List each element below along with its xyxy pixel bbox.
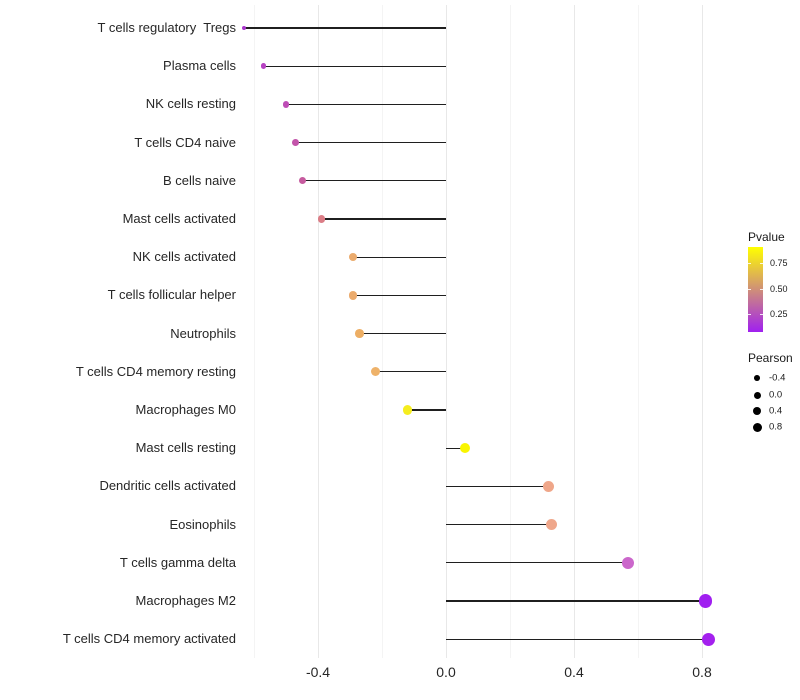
pearson-legend-dot [752,422,762,432]
pearson-legend-label: -0.4 [769,372,786,384]
lollipop-stem [353,256,446,258]
y-axis-label: Mast cells resting [135,440,236,456]
y-axis-label: NK cells activated [132,249,236,265]
gridline-minor [254,5,255,658]
lollipop-stem [375,371,446,373]
pearson-legend-dot [753,391,761,399]
lollipop-stem [446,600,706,602]
y-axis-label: T cells CD4 naive [134,134,236,150]
lollipop-dot [282,101,290,108]
pvalue-tick-label: 0.50 [770,284,788,294]
lollipop-dot [292,139,299,146]
x-axis-tick-label: 0.4 [564,664,584,680]
pvalue-tick-mark [760,289,763,290]
y-axis-label: T cells regulatory Tregs [97,20,236,35]
y-axis-label: Macrophages M2 [135,593,236,608]
lollipop-dot [542,480,555,493]
lollipop-stem [244,27,446,29]
lollipop-stem [359,332,446,335]
gridline-minor [382,5,383,658]
x-axis-tick-label: -0.4 [305,664,331,680]
x-axis-tick-label: 0.0 [436,664,456,680]
y-axis-label: Eosinophils [169,516,237,532]
lollipop-dot [242,26,247,30]
gridline-major [318,5,319,658]
lollipop-dot [402,405,413,415]
pvalue-tick-label: 0.25 [770,309,788,319]
y-axis-label: T cells gamma delta [119,554,236,570]
y-axis-label: B cells naive [163,172,236,188]
y-axis-label: Plasma cells [163,58,236,74]
lollipop-stem [446,485,549,488]
pvalue-colorbar [748,247,763,332]
pearson-legend-label: 0.4 [769,405,783,417]
lollipop-stem [446,447,466,449]
lollipop-stem [407,409,446,411]
lollipop-dot [317,215,325,223]
x-axis-tick-label: 0.8 [692,664,712,680]
lollipop-dot [545,518,558,531]
y-axis-label: T cells follicular helper [107,287,236,303]
lollipop-dot [355,329,364,338]
pvalue-tick-mark [760,314,763,315]
pvalue-tick-mark [760,263,763,264]
lollipop-dot [622,556,635,569]
pvalue-tick-mark [748,314,751,315]
lollipop-stem [446,638,709,640]
gridline-major [574,5,575,658]
y-axis-label: Mast cells activated [122,211,236,226]
lollipop-dot [298,177,306,185]
lollipop-dot [260,63,267,69]
y-axis-label: Macrophages M0 [135,402,236,417]
gridline-minor [638,5,639,658]
gridline-major [446,5,447,658]
pearson-legend-dot [754,375,760,381]
lollipop-dot [460,443,471,454]
lollipop-stem [446,523,552,526]
gridline-minor [510,5,511,658]
gridline-major [702,5,703,658]
y-axis-label: Neutrophils [170,325,236,341]
lollipop-stem [353,294,446,297]
lollipop-stem [302,180,446,182]
y-axis-label: Dendritic cells activated [99,478,236,494]
pearson-legend-label: 0.0 [769,389,783,401]
pearson-legend-label: 0.8 [769,421,783,433]
y-axis-label: T cells CD4 memory activated [62,631,236,647]
lollipop-stem [263,65,446,67]
y-axis-label: T cells CD4 memory resting [75,363,236,379]
pvalue-tick-label: 0.75 [770,258,788,268]
lollipop-dot [701,632,716,646]
y-axis-label: NK cells resting [145,96,236,112]
lollipop-dot [349,291,358,300]
lollipop-stem [295,141,446,144]
pearson-legend-title: Pearson [748,351,793,365]
lollipop-stem [446,562,629,564]
lollipop-stem [286,103,446,106]
pvalue-tick-mark [748,263,751,264]
lollipop-stem [321,218,446,220]
pvalue-legend-title: Pvalue [748,230,785,244]
lollipop-dot [371,367,381,377]
lollipop-dot [349,253,358,262]
lollipop-dot [698,594,712,608]
pvalue-tick-mark [748,289,751,290]
pearson-legend-dot [753,407,761,415]
